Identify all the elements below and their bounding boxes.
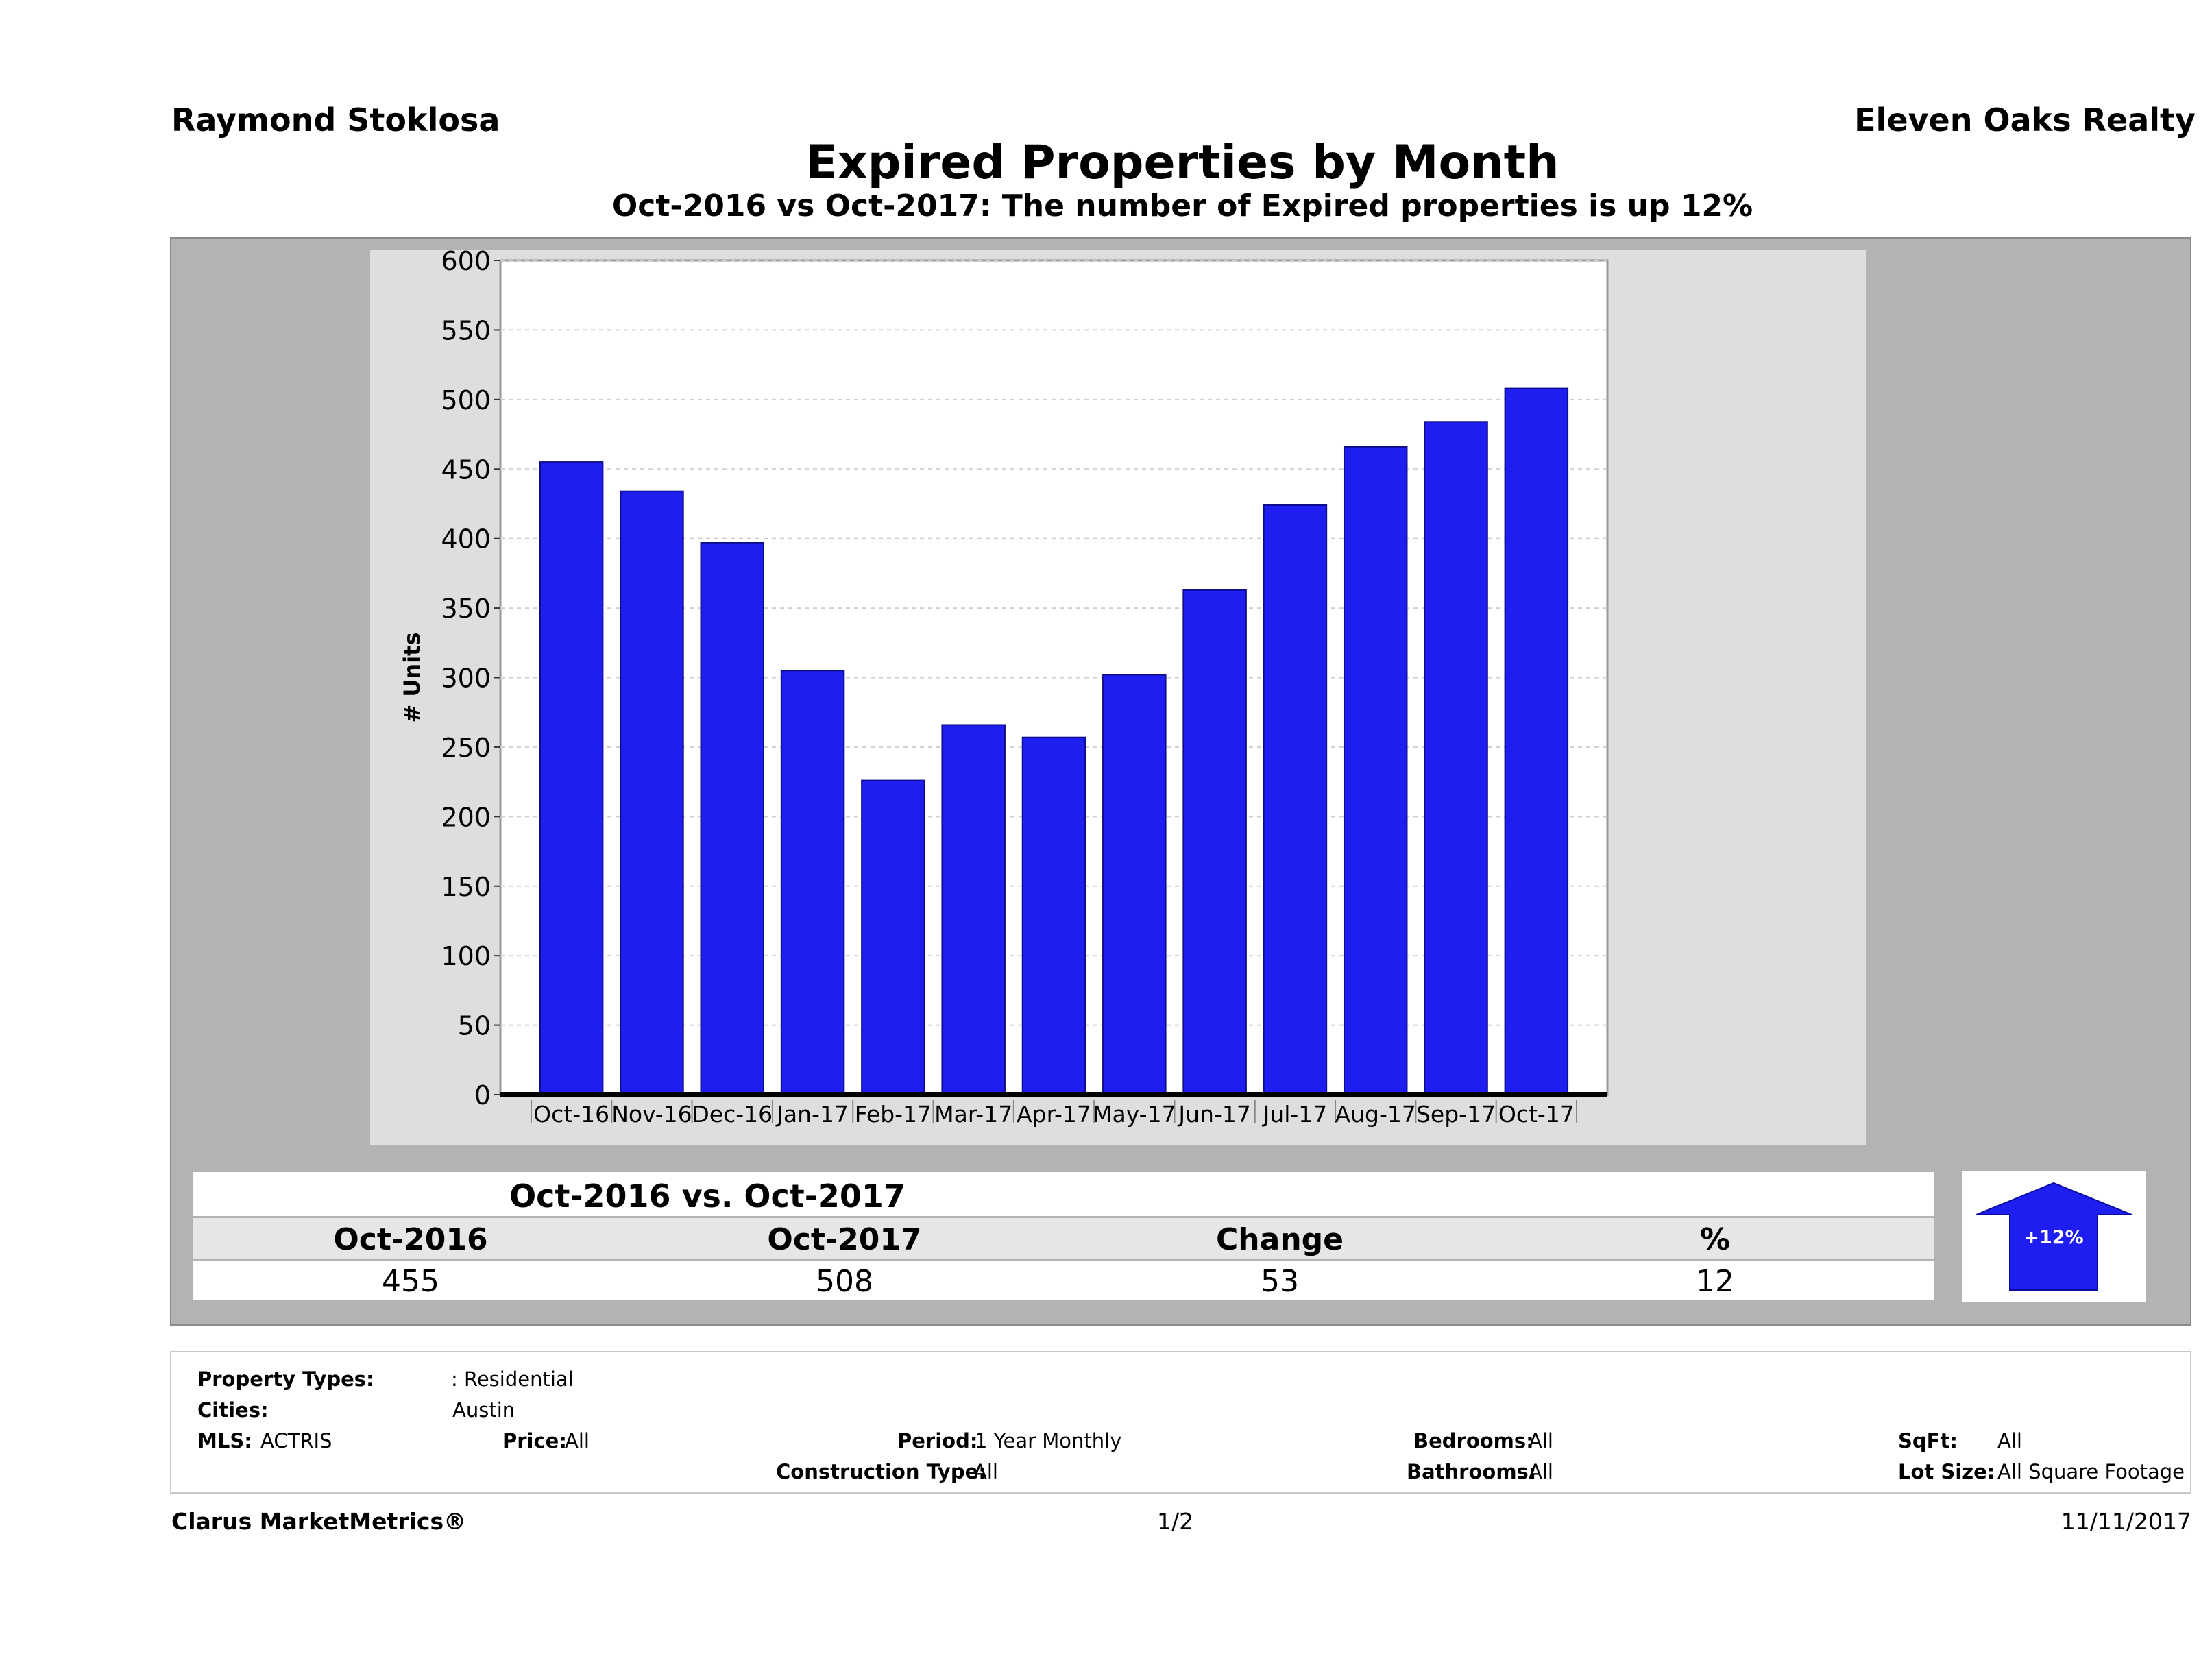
bar	[539, 461, 604, 1095]
bedrooms-label: Bedrooms:	[1413, 1429, 1534, 1452]
summary-table: Oct-2016 vs. Oct-2017 Oct-2016 Oct-2017 …	[193, 1172, 1934, 1302]
period-label: Period:	[897, 1429, 978, 1452]
summary-value-cell: 508	[816, 1264, 873, 1299]
x-tick-label: Mar-17	[934, 1101, 1012, 1128]
x-tick-label: Apr-17	[1017, 1101, 1091, 1128]
x-tick-label: Jun-17	[1177, 1101, 1250, 1128]
summary-header-cell: Change	[1216, 1222, 1344, 1257]
up-arrow-icon: +12%	[1976, 1182, 2132, 1291]
brokerage-name: Eleven Oaks Realty	[1854, 101, 2196, 138]
x-tick-label: May-17	[1093, 1101, 1176, 1128]
y-tick-label: 400	[441, 524, 491, 555]
bar	[1424, 421, 1488, 1095]
footer-brand: Clarus MarketMetrics®	[171, 1508, 467, 1535]
summary-header-row: Oct-2016 Oct-2017 Change %	[193, 1218, 1934, 1259]
x-tick-label: Sep-17	[1416, 1101, 1496, 1128]
y-tick-label: 250	[441, 733, 491, 763]
change-badge-label: +12%	[2023, 1227, 2083, 1248]
agent-name: Raymond Stoklosa	[171, 101, 500, 138]
bar	[700, 542, 765, 1096]
bar	[1504, 387, 1569, 1095]
footer-page-number: 1/2	[1157, 1508, 1194, 1535]
y-tick-label: 500	[441, 385, 491, 415]
y-tick-label: 50	[458, 1011, 491, 1041]
bar	[1102, 674, 1167, 1095]
y-tick-label: 550	[441, 315, 491, 345]
chart-subtitle: Oct-2016 vs Oct-2017: The number of Expi…	[611, 189, 1753, 223]
summary-header-cell: Oct-2016	[333, 1222, 488, 1257]
chart-title: Expired Properties by Month	[805, 136, 1559, 190]
summary-value-cell: 12	[1696, 1264, 1734, 1299]
y-tick-label: 100	[441, 941, 491, 971]
y-tick-label: 300	[441, 664, 491, 694]
construction-type-label: Construction Type:	[776, 1460, 986, 1483]
y-tick-label: 450	[441, 454, 491, 485]
construction-type-value: All	[973, 1460, 998, 1483]
x-tick-label: Oct-17	[1498, 1101, 1575, 1128]
x-tick-label: Jan-17	[775, 1101, 849, 1128]
price-value: All	[565, 1429, 590, 1452]
cities-label: Cities:	[197, 1398, 269, 1422]
lot-size-label: Lot Size:	[1898, 1460, 1995, 1483]
lot-size-value: All Square Footage	[1997, 1460, 2185, 1483]
summary-header-cell: Oct-2017	[767, 1222, 922, 1257]
y-tick-label: 350	[441, 594, 491, 624]
search-criteria-box: Property Types: : Residential Cities: Au…	[170, 1351, 2191, 1494]
x-tick-label: Jul-17	[1262, 1101, 1328, 1128]
footer-date: 11/11/2017	[2061, 1508, 2191, 1535]
y-tick-label: 200	[441, 802, 491, 832]
summary-title-row: Oct-2016 vs. Oct-2017	[193, 1172, 1934, 1216]
summary-header-cell: %	[1699, 1222, 1731, 1257]
sqft-label: SqFt:	[1898, 1429, 1958, 1452]
cities-value: Austin	[452, 1398, 515, 1422]
y-tick-label: 0	[474, 1080, 491, 1110]
summary-title: Oct-2016 vs. Oct-2017	[509, 1178, 906, 1215]
bar	[780, 670, 845, 1095]
mls-value: ACTRIS	[260, 1429, 332, 1452]
bathrooms-value: All	[1529, 1460, 1553, 1483]
bar	[1343, 446, 1408, 1095]
summary-value-cell: 53	[1261, 1264, 1299, 1299]
bar	[620, 490, 684, 1096]
y-axis-label: # Units	[399, 632, 425, 722]
summary-value-row: 455 508 53 12	[193, 1261, 1934, 1300]
x-tick-label: Feb-17	[855, 1101, 932, 1128]
sqft-value: All	[1997, 1429, 2022, 1452]
bathrooms-label: Bathrooms:	[1407, 1460, 1537, 1483]
x-tick-label: Aug-17	[1335, 1101, 1416, 1128]
property-types-label: Property Types:	[197, 1367, 374, 1391]
bar-chart: 0 50 100 150 200 250 300 350 400 450 500 550 600 # Un…	[399, 250, 1609, 1128]
bar	[1021, 736, 1086, 1095]
price-label: Price:	[502, 1429, 567, 1452]
bedrooms-value: All	[1529, 1429, 1553, 1452]
x-tick-label: Nov-16	[611, 1101, 692, 1128]
bar	[1182, 589, 1247, 1095]
period-value: 1 Year Monthly	[975, 1429, 1122, 1452]
y-tick-label: 600	[441, 250, 491, 276]
summary-value-cell: 455	[382, 1264, 439, 1299]
x-tick-label: Dec-16	[692, 1101, 773, 1128]
x-tick-label: Oct-16	[533, 1101, 609, 1128]
change-badge-box: +12%	[1962, 1171, 2146, 1302]
y-tick-label: 150	[441, 872, 491, 902]
property-types-value: : Residential	[451, 1367, 574, 1391]
mls-label: MLS:	[197, 1429, 252, 1452]
bar	[941, 724, 1006, 1095]
bar	[1263, 504, 1328, 1095]
bar	[861, 779, 925, 1095]
